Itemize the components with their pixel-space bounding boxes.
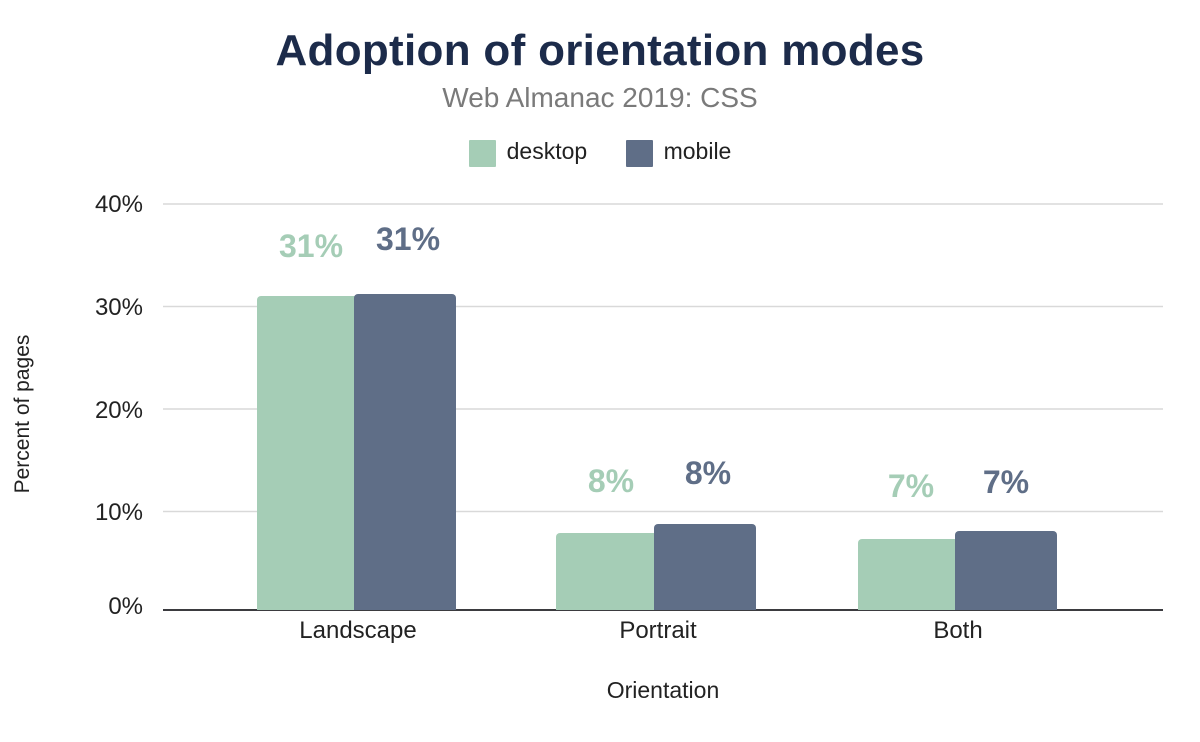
svg-text:31%: 31% bbox=[376, 221, 440, 257]
svg-text:8%: 8% bbox=[588, 463, 634, 499]
svg-text:Landscape: Landscape bbox=[299, 617, 416, 644]
svg-text:7%: 7% bbox=[983, 464, 1029, 500]
svg-text:8%: 8% bbox=[685, 455, 731, 491]
svg-text:Both: Both bbox=[933, 617, 982, 644]
svg-text:10%: 10% bbox=[95, 499, 143, 526]
svg-text:7%: 7% bbox=[888, 468, 934, 504]
svg-text:31%: 31% bbox=[279, 228, 343, 264]
svg-text:Portrait: Portrait bbox=[619, 617, 697, 644]
svg-text:0%: 0% bbox=[108, 593, 143, 620]
svg-text:40%: 40% bbox=[95, 191, 143, 218]
svg-text:30%: 30% bbox=[95, 294, 143, 321]
svg-text:20%: 20% bbox=[95, 397, 143, 424]
